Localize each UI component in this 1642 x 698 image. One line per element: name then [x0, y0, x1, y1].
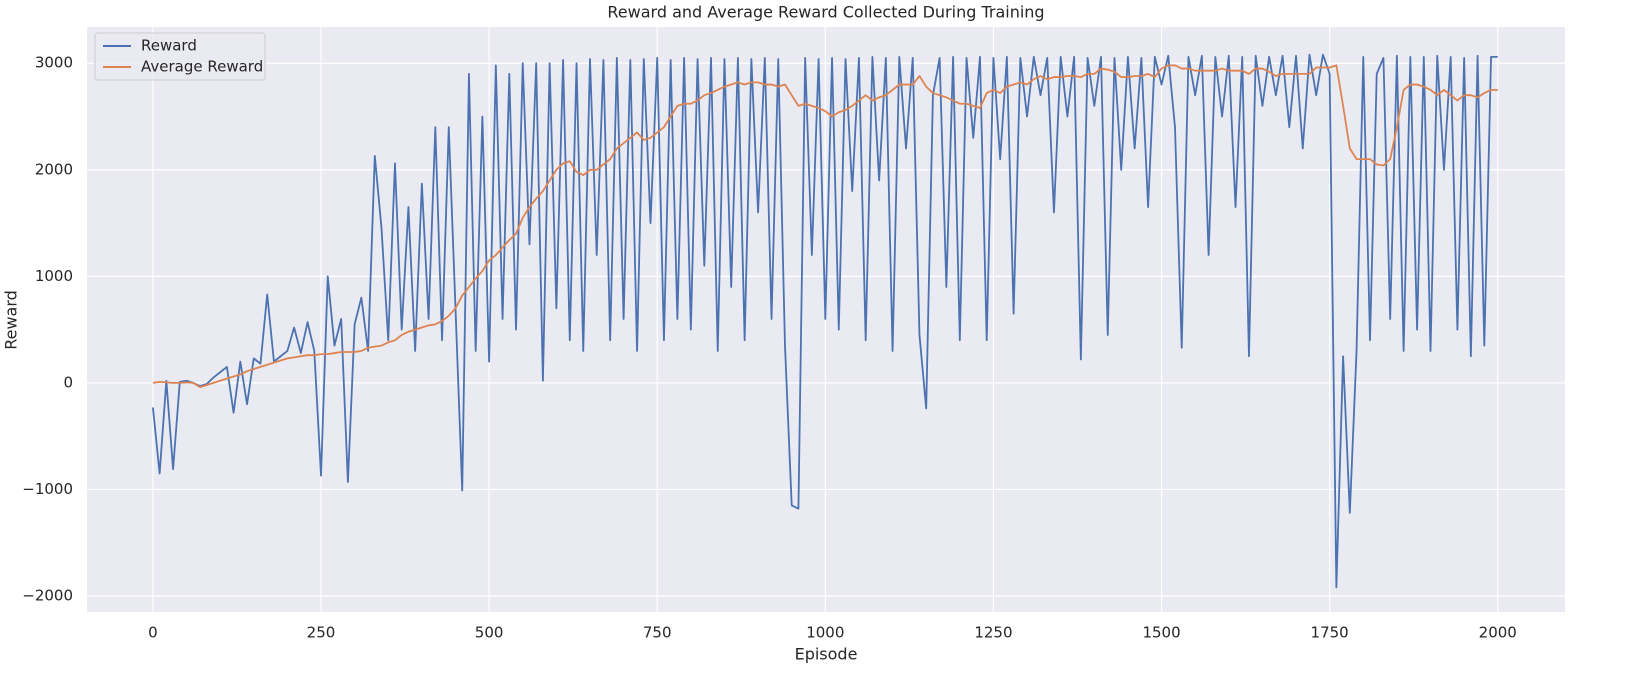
legend-box [94, 32, 266, 81]
series-line [152, 64, 1498, 389]
x-tick-label: 1000 [806, 624, 844, 642]
x-tick-label: 1250 [974, 624, 1012, 642]
x-tick-label: 500 [475, 624, 504, 642]
y-tick-label: −1000 [22, 480, 73, 498]
legend-label: Average Reward [141, 58, 263, 76]
x-tick-label: 2000 [1479, 624, 1517, 642]
x-axis-label: Episode [795, 645, 858, 664]
legend-label: Reward [141, 37, 197, 55]
x-tick-label: 1750 [1311, 624, 1349, 642]
y-axis-label: Reward [2, 290, 21, 350]
y-tick-label: 3000 [35, 54, 73, 72]
x-tick-label: 1500 [1142, 624, 1180, 642]
y-tick-label: −2000 [22, 587, 73, 605]
y-tick-label: 0 [63, 373, 73, 391]
series-line [152, 53, 1498, 589]
y-tick-label: 1000 [35, 267, 73, 285]
x-tick-label: 0 [148, 624, 158, 642]
x-tick-label: 250 [307, 624, 336, 642]
chart-title: Reward and Average Reward Collected Duri… [607, 3, 1044, 22]
x-tick-label: 750 [643, 624, 672, 642]
y-tick-label: 2000 [35, 160, 73, 178]
